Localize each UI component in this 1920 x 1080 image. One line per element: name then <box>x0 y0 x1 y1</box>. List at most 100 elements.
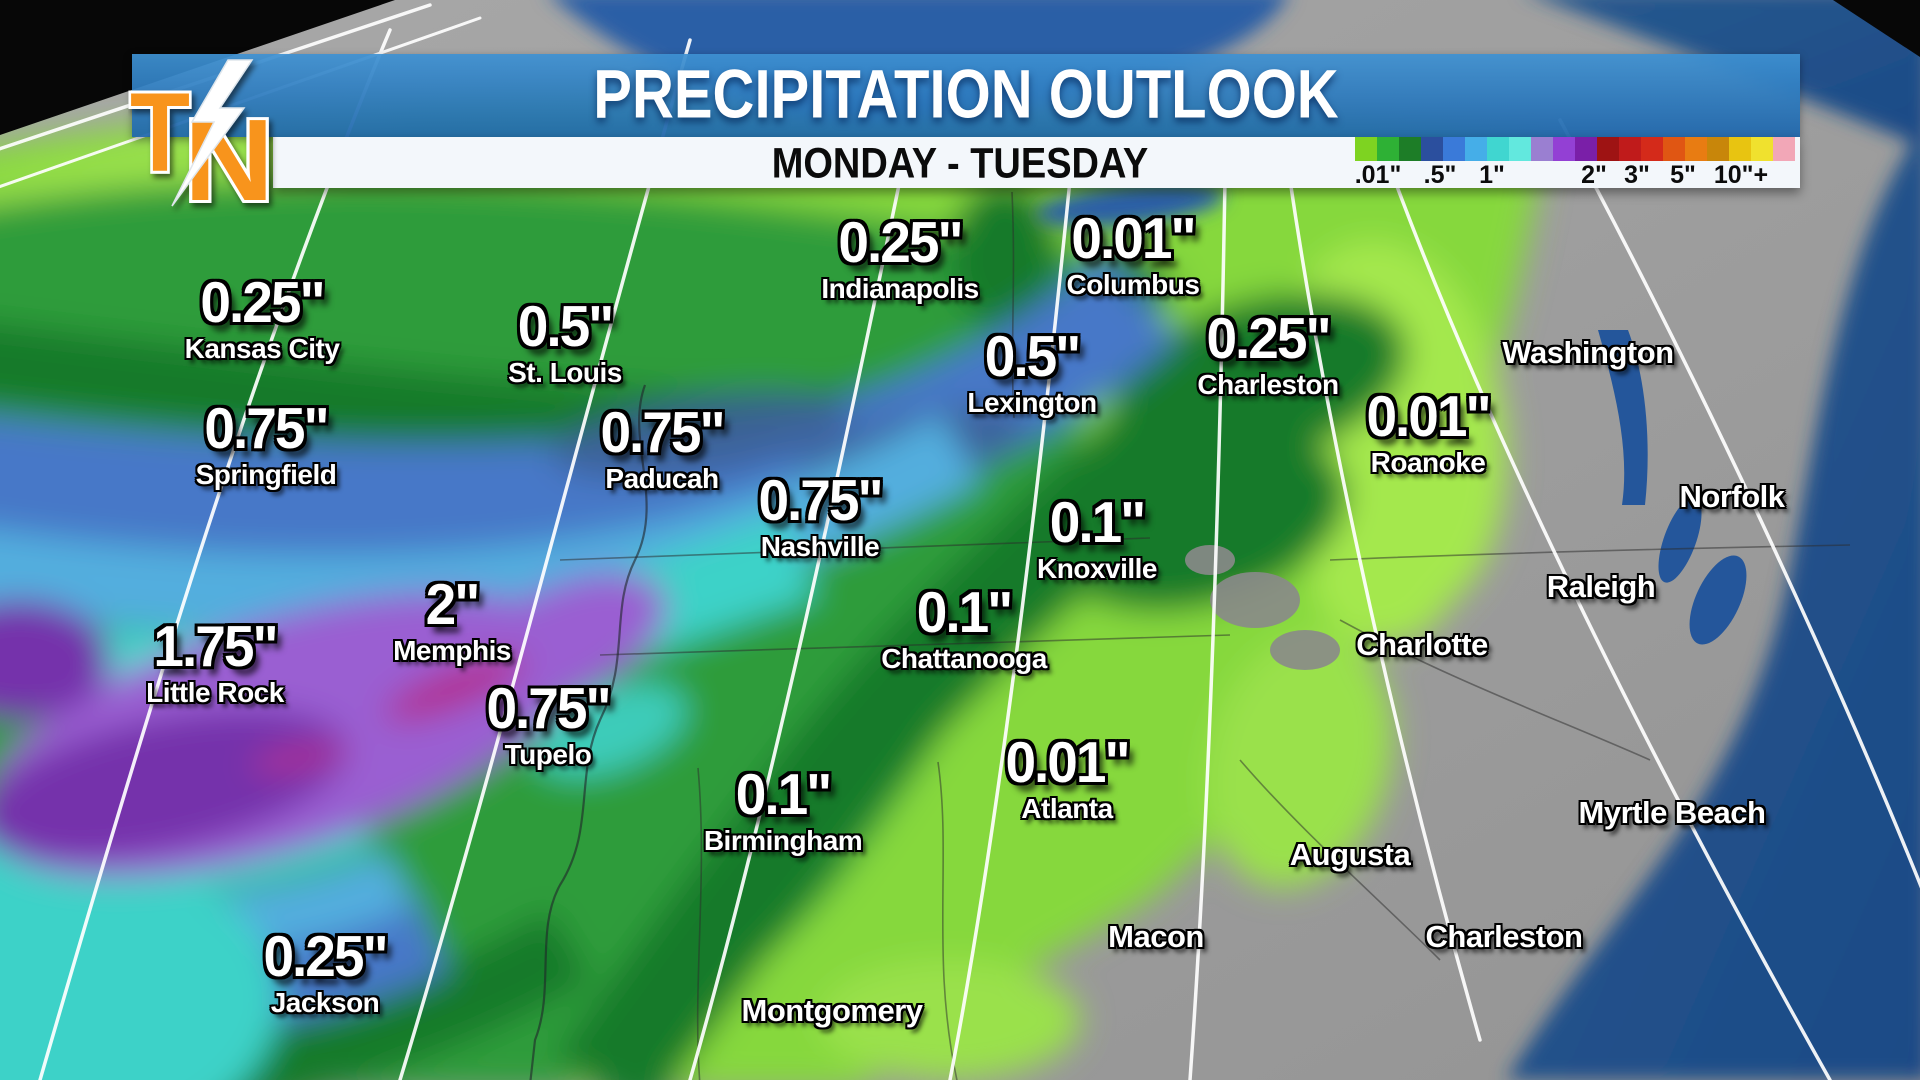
city-label-st-louis: 0.5" St. Louis <box>508 297 622 389</box>
legend-tick: .01" <box>1354 161 1402 189</box>
city-label-myrtle-beach: Myrtle Beach <box>1578 795 1766 830</box>
city-name: Columbus <box>1066 269 1200 301</box>
terrain-patch <box>1210 572 1300 628</box>
legend-swatch <box>1377 137 1399 161</box>
precip-region-lime <box>820 960 1080 1080</box>
city-name: Augusta <box>1289 837 1411 872</box>
city-name: Macon <box>1108 919 1204 954</box>
city-label-raleigh: Raleigh <box>1546 569 1656 604</box>
precip-value: 1.75" <box>153 613 278 679</box>
precip-value: 0.5" <box>984 323 1082 389</box>
city-name: Myrtle Beach <box>1578 795 1766 830</box>
legend-swatch <box>1597 137 1619 161</box>
city-name: Knoxville <box>1037 553 1157 585</box>
city-name: Charlotte <box>1356 627 1488 662</box>
city-label-washington: Washington <box>1502 335 1674 370</box>
precip-value: 0.25" <box>838 209 963 275</box>
city-name: Lexington <box>967 387 1097 419</box>
city-name: Montgomery <box>741 993 924 1028</box>
precip-value: 0.25" <box>263 923 388 989</box>
city-label-columbus: 0.01" Columbus <box>1066 209 1200 301</box>
date-range-label: MONDAY - TUESDAY <box>771 140 1149 188</box>
lightning-bolt-icon <box>171 59 254 207</box>
precip-value: 0.75" <box>486 675 611 741</box>
precip-band-light-blue <box>0 413 980 635</box>
precip-value: 0.25" <box>200 269 325 335</box>
city-label-chattanooga: 0.1" Chattanooga <box>881 579 1047 675</box>
legend-swatch <box>1707 137 1729 161</box>
city-name: Memphis <box>393 635 511 667</box>
city-label-tupelo: 0.75" Tupelo <box>486 675 611 769</box>
city-label-little-rock: 1.75" Little Rock <box>146 613 284 709</box>
legend-tick: .5" <box>1423 161 1457 189</box>
station-logo: T N <box>128 59 277 228</box>
city-label-lexington: 0.5" Lexington <box>967 323 1097 419</box>
precip-legend: .01" .5" 1" 2" 3" 5" 10"+ <box>1354 137 1795 189</box>
city-label-montgomery: Montgomery <box>741 993 924 1028</box>
legend-swatch <box>1685 137 1707 161</box>
city-name: Washington <box>1502 335 1674 370</box>
legend-swatch <box>1751 137 1773 161</box>
city-name: Nashville <box>760 531 880 563</box>
city-label-indianapolis: 0.25" Indianapolis <box>821 209 979 305</box>
legend-swatch <box>1399 137 1421 161</box>
ocean-top-right <box>1546 0 1920 146</box>
city-label-roanoke: 0.01" Roanoke <box>1366 387 1491 479</box>
page-title: PRECIPITATION OUTLOOK <box>593 56 1339 133</box>
precip-band-dark-green <box>555 382 1221 1080</box>
city-label-memphis: 2" Memphis <box>393 571 511 667</box>
city-label-charleston-sc: Charleston <box>1425 919 1583 954</box>
legend-swatch <box>1729 137 1751 161</box>
mississippi-river <box>529 384 648 1080</box>
city-label-charleston-wv: 0.25" Charleston <box>1197 305 1339 399</box>
precip-value: 0.75" <box>204 395 329 461</box>
legend-swatch <box>1641 137 1663 161</box>
precip-region-lime <box>1206 632 1394 888</box>
legend-swatch <box>1487 137 1509 161</box>
city-name: Raleigh <box>1546 569 1656 604</box>
precip-region-dark-purple <box>0 710 347 860</box>
atlantic-ocean <box>1506 130 1920 1080</box>
city-name: Chattanooga <box>881 643 1047 675</box>
legend-swatch <box>1465 137 1487 161</box>
legend-tick: 1" <box>1479 161 1505 189</box>
city-label-augusta: Augusta <box>1289 837 1411 872</box>
legend-swatch <box>1663 137 1685 161</box>
terrain-patch <box>1185 545 1235 575</box>
precip-region-cyan <box>533 683 687 777</box>
city-name: Little Rock <box>146 677 284 709</box>
precip-value: 0.1" <box>1049 489 1147 555</box>
precip-region-dark-purple <box>0 600 110 720</box>
city-label-jackson: 0.25" Jackson <box>263 923 388 1017</box>
legend-swatch <box>1531 137 1553 161</box>
city-name: Indianapolis <box>821 273 979 305</box>
precip-value: 0.25" <box>1206 305 1331 371</box>
city-label-knoxville: 0.1" Knoxville <box>1037 489 1157 585</box>
city-name: Springfield <box>195 459 337 491</box>
city-label-birmingham: 0.1" Birmingham <box>703 761 863 857</box>
city-name: Charleston <box>1425 919 1583 954</box>
precip-band-blue <box>0 252 1180 559</box>
legend-swatch <box>1509 137 1531 161</box>
legend-swatch <box>1443 137 1465 161</box>
legend-tick: 2" <box>1581 161 1607 189</box>
city-label-atlanta: 0.01" Atlanta <box>1005 729 1130 823</box>
city-name: Paducah <box>605 463 719 495</box>
precip-value: 0.75" <box>600 399 725 465</box>
terrain-patch <box>1270 630 1340 670</box>
city-name: St. Louis <box>508 357 622 389</box>
precip-value: 2" <box>425 571 481 637</box>
legend-tick: 5" <box>1670 161 1696 189</box>
legend-swatch <box>1619 137 1641 161</box>
precip-value: 0.1" <box>916 579 1014 645</box>
precip-region-cyan <box>0 850 280 1080</box>
city-name: Birmingham <box>703 825 863 857</box>
city-name: Roanoke <box>1370 447 1486 479</box>
city-name: Kansas City <box>184 333 340 365</box>
precip-value: 0.1" <box>735 761 833 827</box>
legend-swatch <box>1553 137 1575 161</box>
precip-band-dark-green <box>188 910 591 1080</box>
title-banner: PRECIPITATION OUTLOOK <box>132 54 1800 137</box>
precip-value: 0.01" <box>1005 729 1130 795</box>
